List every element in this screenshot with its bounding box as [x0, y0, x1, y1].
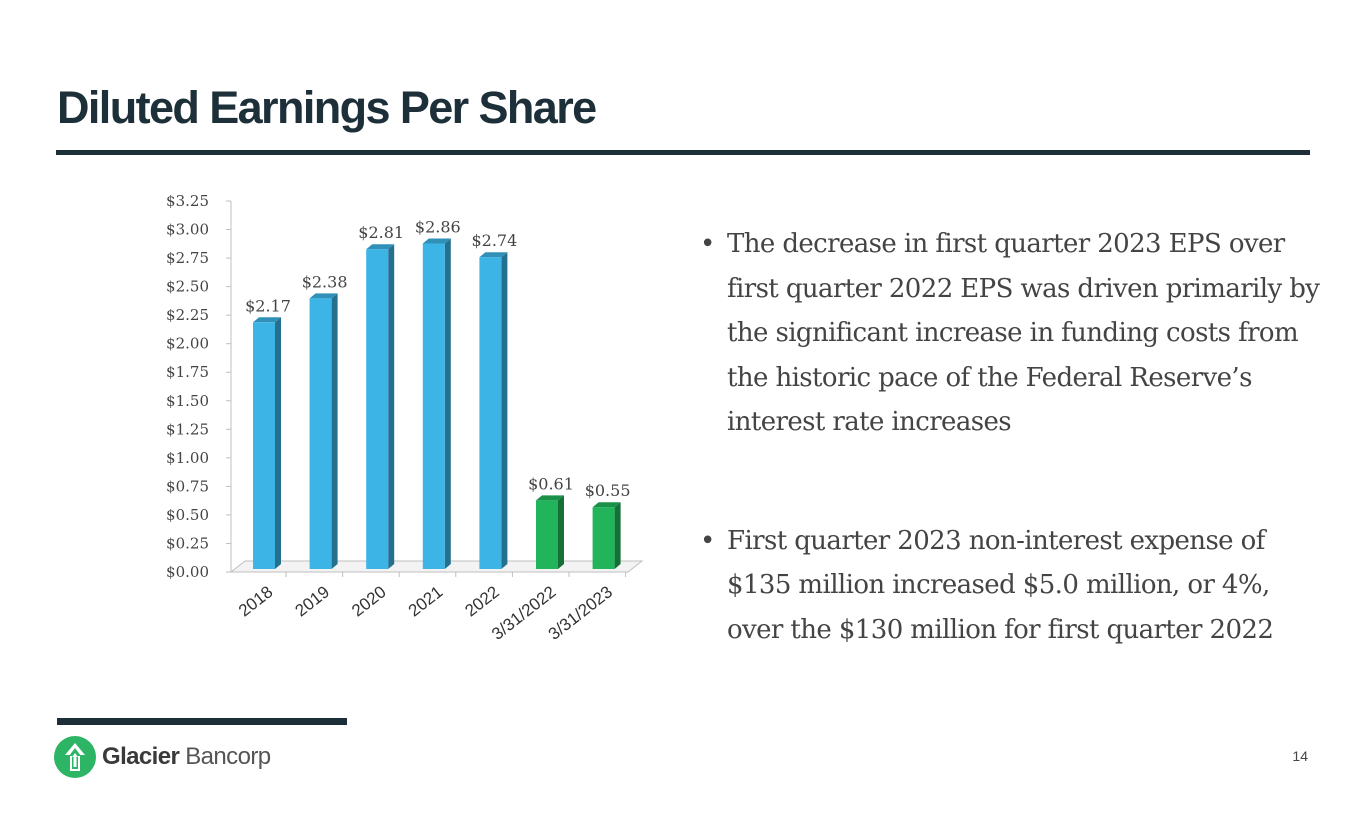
bullet-eps-decrease: The decrease in first quarter 2023 EPS o… — [700, 222, 1320, 445]
bar-side — [388, 244, 395, 569]
bar-2020 — [366, 249, 389, 569]
glacier-bancorp-logo: Glacier Bancorp — [54, 736, 271, 778]
page-number: 14 — [1292, 748, 1308, 764]
logo-wordmark: Glacier Bancorp — [102, 743, 271, 771]
category-label: 3/31/2023 — [545, 582, 616, 644]
bar-top — [536, 495, 564, 501]
logo-name-bold: Glacier — [102, 743, 180, 770]
bar-3/31/2022 — [536, 500, 558, 569]
y-tick-label: $1.50 — [166, 392, 209, 410]
bar-side — [614, 502, 621, 569]
y-tick-label: $3.00 — [166, 221, 209, 239]
y-tick-label: $0.25 — [166, 534, 209, 552]
y-tick-label: $0.00 — [166, 563, 209, 581]
bar-side — [331, 293, 338, 569]
y-tick-label: $2.25 — [166, 306, 209, 324]
y-tick-label: $0.50 — [166, 506, 209, 524]
bar-top — [479, 252, 508, 258]
category-label: 2019 — [292, 582, 334, 620]
data-label: $2.81 — [358, 223, 404, 242]
bar-top — [309, 293, 338, 299]
y-tick-label: $2.00 — [166, 335, 209, 353]
bullet-list: The decrease in first quarter 2023 EPS o… — [700, 222, 1320, 652]
eps-bar-chart: $0.00 $0.25 $0.50 $0.75 $1.00 $1.25 $1.50 $1.75… — [166, 192, 644, 644]
bar-top — [592, 502, 621, 508]
category-label: 2021 — [405, 582, 447, 620]
bar-2018 — [253, 322, 275, 569]
bar-top — [366, 244, 395, 250]
footer-divider — [57, 718, 347, 725]
y-tick-label: $3.25 — [166, 192, 209, 210]
bar-top — [422, 238, 451, 244]
bar-side — [501, 252, 508, 570]
category-label: 2018 — [235, 582, 277, 620]
data-label: $0.61 — [528, 474, 574, 493]
data-label: $2.38 — [302, 272, 348, 291]
y-tick-label: $2.75 — [166, 249, 209, 267]
data-label: $2.74 — [471, 231, 517, 250]
bar-side — [444, 238, 451, 569]
y-tick-label: $1.75 — [166, 363, 209, 381]
bar-2019 — [309, 298, 332, 569]
y-tick-label: $1.25 — [166, 420, 209, 438]
bar-2022 — [479, 257, 502, 569]
slide-title: Diluted Earnings Per Share — [57, 82, 597, 133]
bar-3/31/2023 — [592, 507, 615, 569]
y-tick-label: $1.00 — [166, 449, 209, 467]
data-label: $0.55 — [585, 481, 631, 500]
category-label: 2020 — [348, 582, 390, 620]
y-tick-label: $2.50 — [166, 278, 209, 296]
title-divider — [56, 150, 1310, 155]
glacier-mountain-icon — [54, 736, 96, 778]
data-label: $2.86 — [415, 218, 461, 237]
category-label: 2022 — [461, 582, 503, 620]
bar-2021 — [422, 243, 445, 569]
y-tick-label: $0.75 — [166, 477, 209, 495]
bar-side — [558, 495, 564, 569]
data-label: $2.17 — [245, 296, 291, 315]
bar-side — [275, 317, 281, 569]
logo-name-regular: Bancorp — [185, 743, 271, 770]
bullet-noninterest-expense: First quarter 2023 non-interest expense … — [700, 519, 1320, 653]
bar-top — [253, 317, 281, 323]
